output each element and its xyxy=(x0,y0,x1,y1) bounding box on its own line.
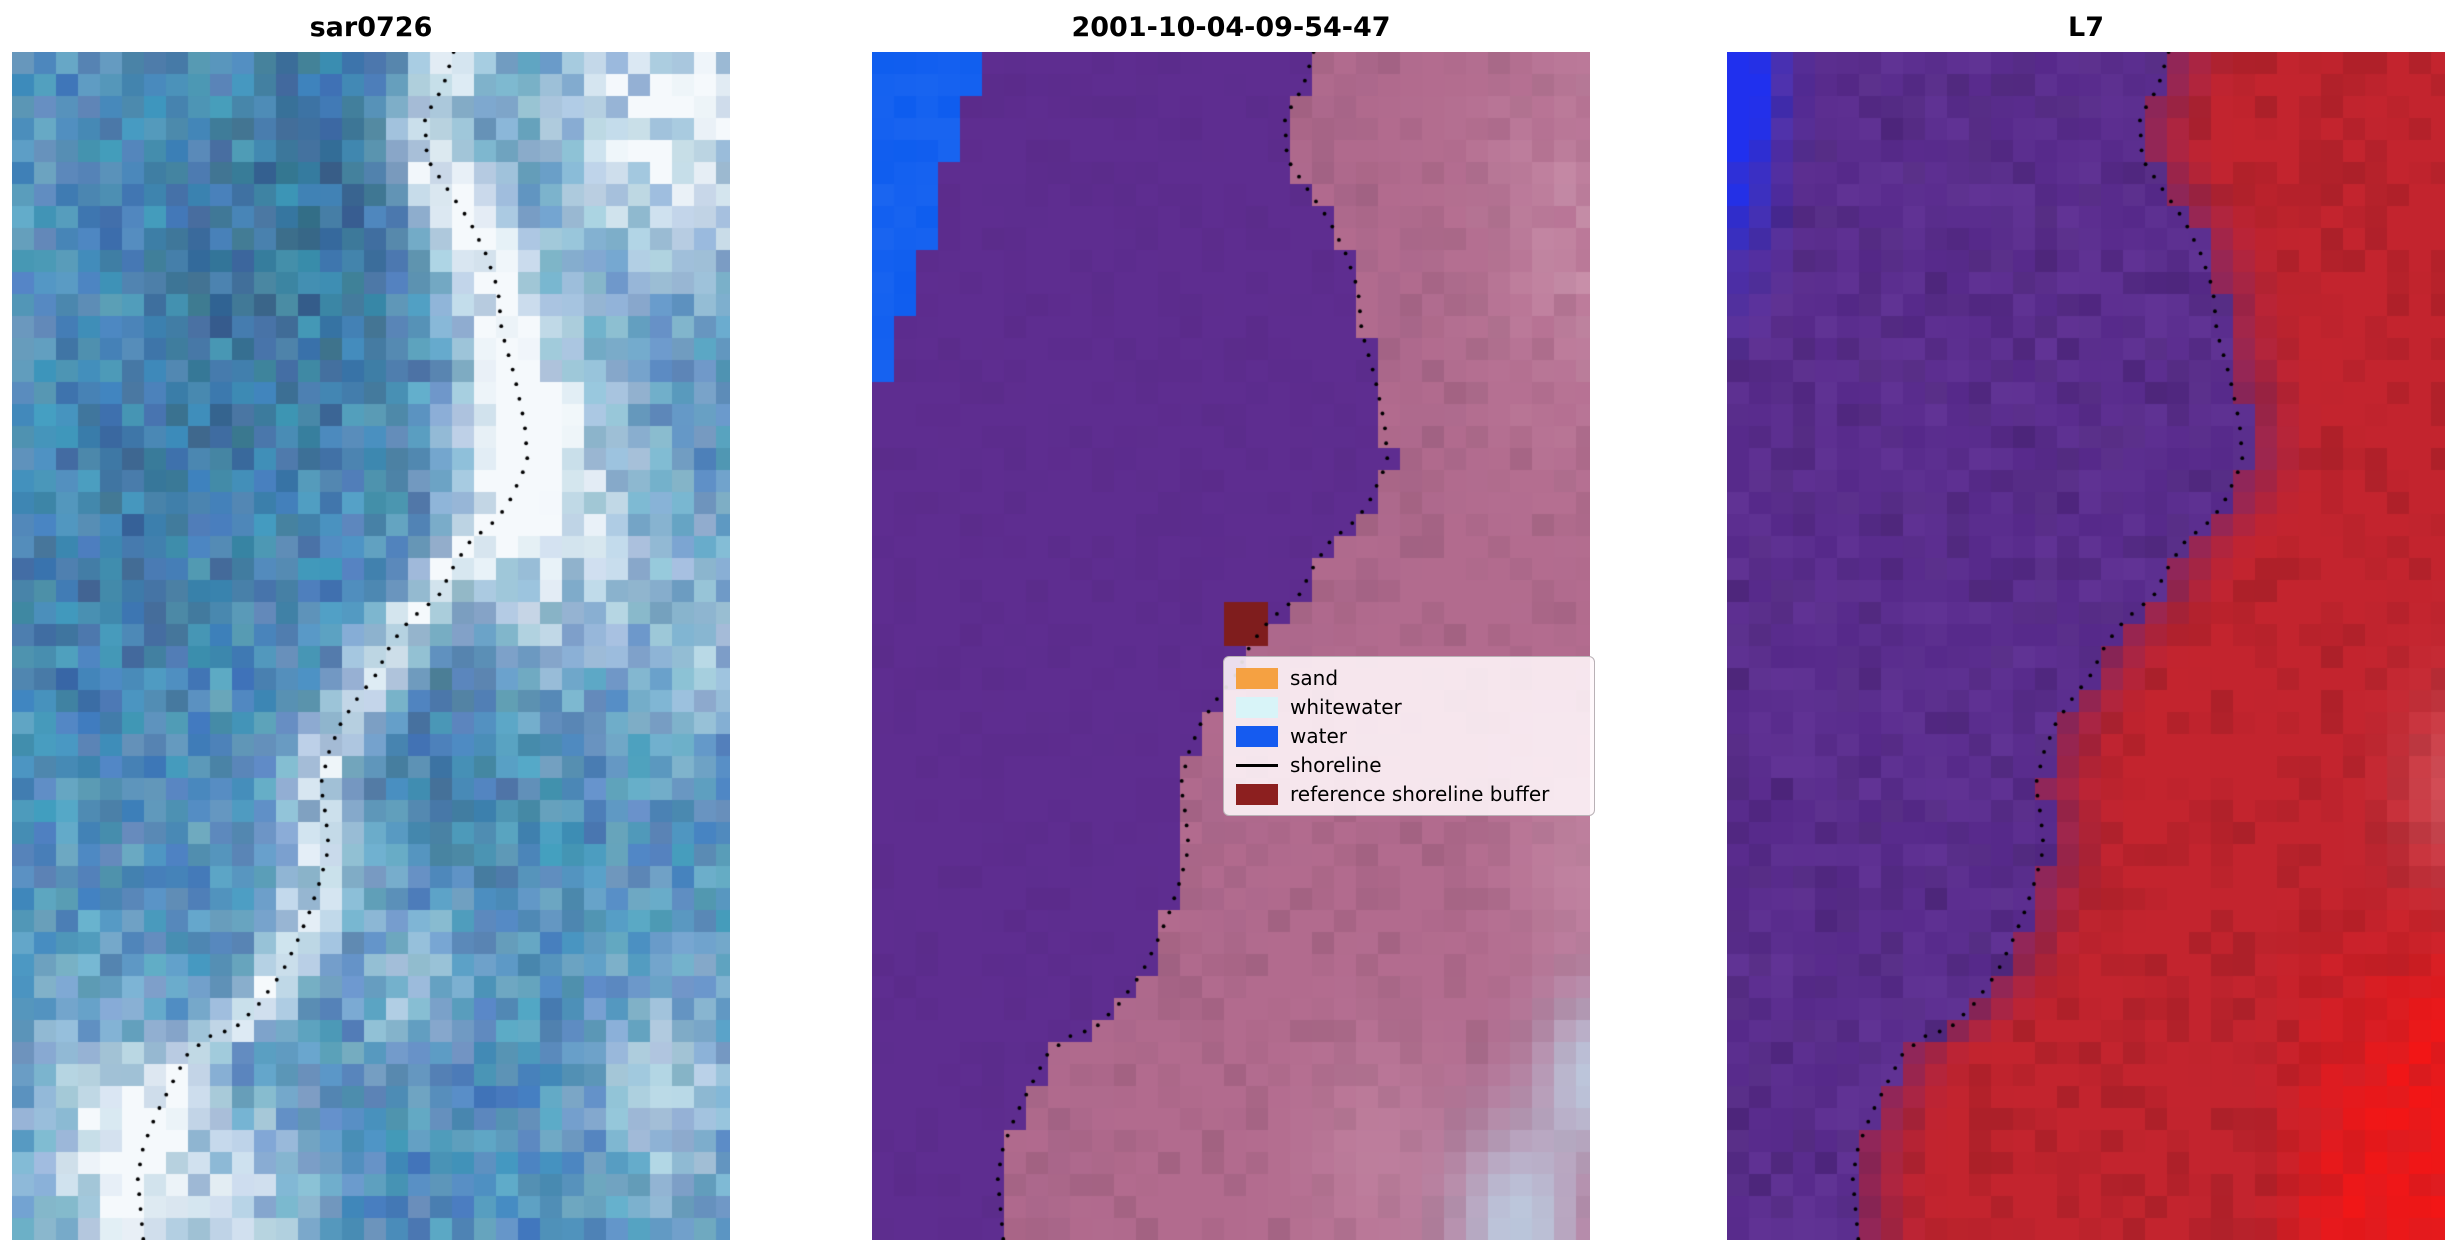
classified-image xyxy=(872,52,1590,1240)
shoreline-swatch xyxy=(1236,763,1278,767)
panel-l7 xyxy=(1727,52,2445,1240)
whitewater-swatch xyxy=(1236,696,1278,718)
sar-image xyxy=(12,52,730,1240)
panel-classified: sand whitewater water shoreline referenc… xyxy=(872,52,1595,1240)
panel-title-l7: L7 xyxy=(2068,12,2104,43)
legend-label-water: water xyxy=(1290,724,1347,748)
legend-item-shoreline: shoreline xyxy=(1236,754,1582,776)
legend-label-shoreline: shoreline xyxy=(1290,753,1382,777)
legend-item-whitewater: whitewater xyxy=(1236,696,1582,718)
l7-image xyxy=(1727,52,2445,1240)
legend-item-water: water xyxy=(1236,725,1582,747)
reference-buffer-swatch xyxy=(1236,783,1278,805)
panel-title-classified: 2001-10-04-09-54-47 xyxy=(1071,12,1391,43)
legend-item-reference-buffer: reference shoreline buffer xyxy=(1236,783,1582,805)
legend: sand whitewater water shoreline referenc… xyxy=(1223,656,1595,816)
sand-swatch xyxy=(1236,667,1278,689)
legend-item-sand: sand xyxy=(1236,667,1582,689)
panel-title-sar: sar0726 xyxy=(309,12,433,43)
legend-label-sand: sand xyxy=(1290,666,1339,690)
panel-sar xyxy=(12,52,730,1240)
legend-label-reference-buffer: reference shoreline buffer xyxy=(1290,782,1550,806)
water-swatch xyxy=(1236,725,1278,747)
legend-label-whitewater: whitewater xyxy=(1290,695,1402,719)
